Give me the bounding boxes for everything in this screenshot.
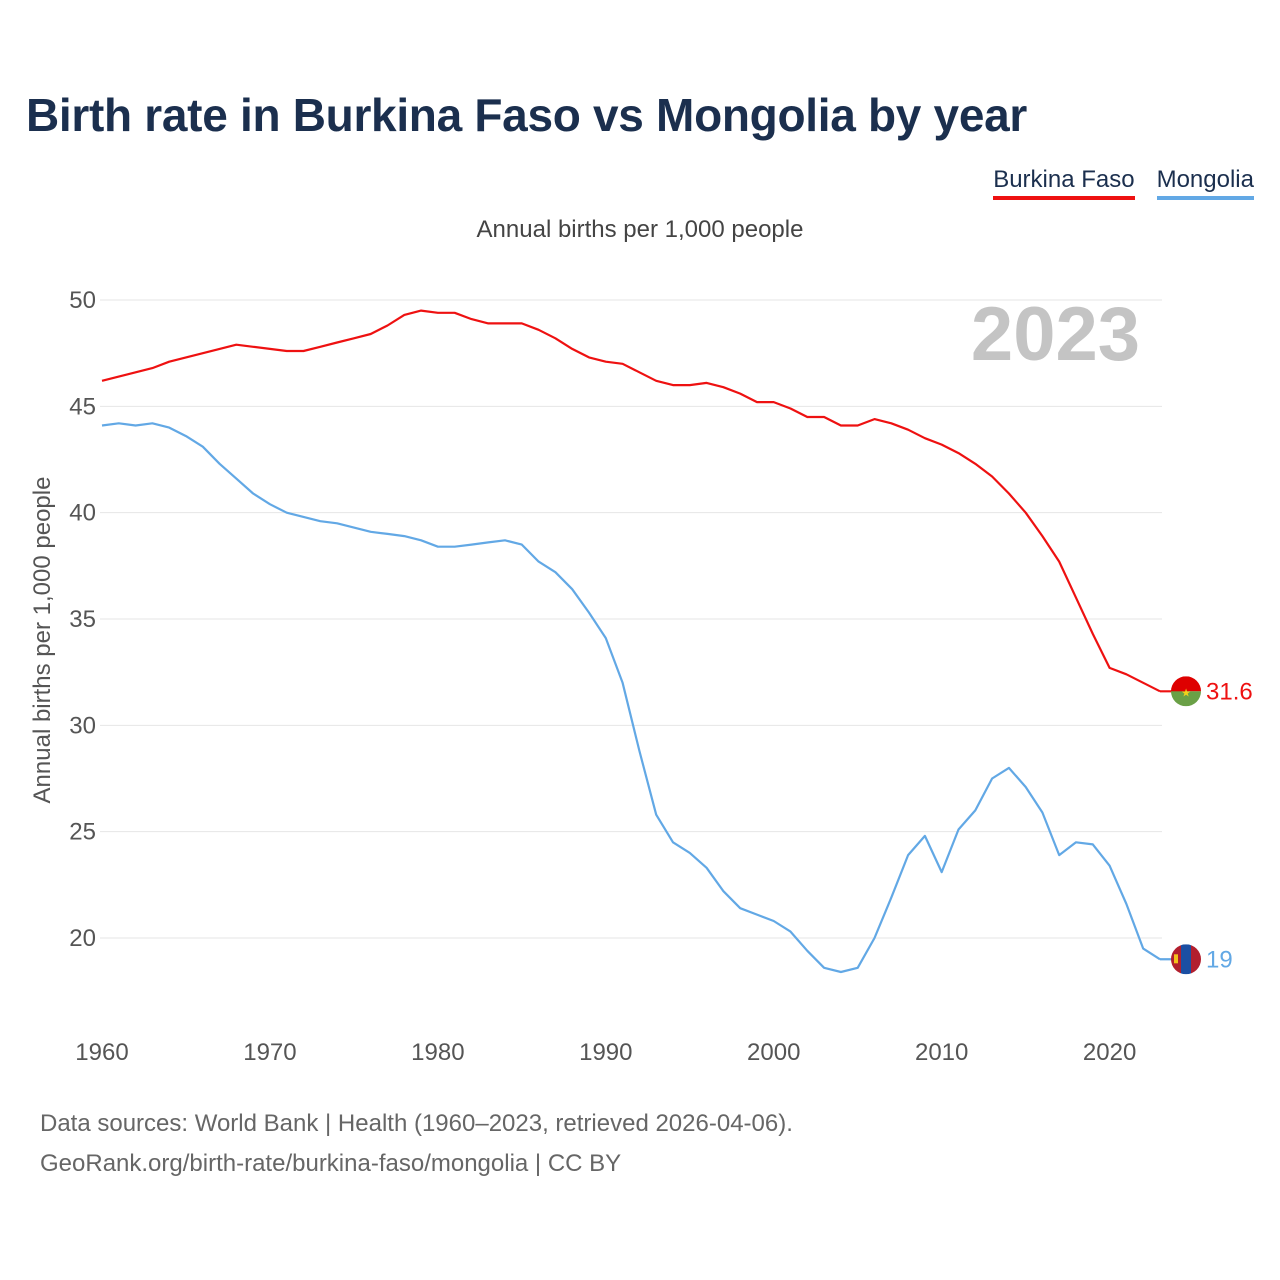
x-tick-label: 2020	[1083, 1039, 1136, 1066]
x-tick-labels: 1960 1970 1980 1990 2000 2010 2020	[75, 1039, 1136, 1066]
y-tick-label: 30	[69, 712, 96, 739]
x-tick-label: 1990	[579, 1039, 632, 1066]
svg-text:★: ★	[1181, 686, 1191, 699]
x-tick-label: 1960	[75, 1039, 128, 1066]
data-source: Data sources: World Bank | Health (1960–…	[40, 1104, 793, 1184]
series-line-burkina-faso[interactable]	[101, 309, 1161, 693]
series-line-mongolia[interactable]	[101, 422, 1161, 974]
legend: Burkina Faso Mongolia	[993, 166, 1254, 200]
end-markers: ★	[1171, 676, 1201, 975]
y-tick-label: 25	[69, 819, 96, 846]
legend-item-mongolia[interactable]: Mongolia	[1156, 166, 1254, 200]
mongolia-flag-icon	[1171, 944, 1201, 975]
y-axis-label: Annual births per 1,000 people	[29, 477, 56, 804]
x-tick-label: 2000	[747, 1039, 800, 1066]
line-chart: 20 25 30 35 40 45 50 1960 1970 1980 1990 2000 2010 2…	[29, 287, 1253, 1066]
y-tick-label: 20	[69, 925, 96, 952]
y-tick-labels: 20 25 30 35 40 45 50	[69, 287, 96, 952]
series-lines	[101, 309, 1186, 974]
x-tick-label: 2010	[915, 1039, 968, 1066]
burkina-faso-flag-icon: ★	[1171, 676, 1201, 707]
source-line: Data sources: World Bank | Health (1960–…	[40, 1110, 793, 1137]
y-tick-label: 45	[69, 393, 96, 420]
y-tick-label: 50	[69, 287, 96, 314]
source-link[interactable]: GeoRank.org/birth-rate/burkina-faso/mong…	[40, 1150, 622, 1177]
y-tick-label: 40	[69, 500, 96, 527]
chart-title: Birth rate in Burkina Faso vs Mongolia b…	[26, 89, 1028, 141]
end-label-mongolia: 19	[1206, 946, 1233, 973]
chart-subtitle: Annual births per 1,000 people	[476, 216, 804, 243]
year-watermark: 2023	[971, 292, 1140, 377]
end-label-burkina-faso: 31.6	[1206, 678, 1253, 705]
legend-item-burkina-faso[interactable]: Burkina Faso	[993, 166, 1135, 200]
x-tick-label: 1980	[411, 1039, 464, 1066]
x-tick-label: 1970	[243, 1039, 296, 1066]
grid-lines	[100, 299, 1162, 939]
y-tick-label: 35	[69, 606, 96, 633]
